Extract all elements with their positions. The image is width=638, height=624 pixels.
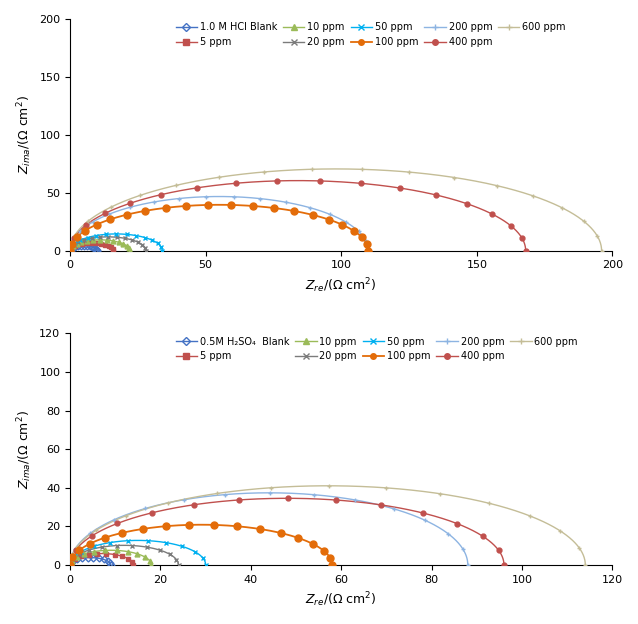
X-axis label: $Z_{re}$/($\Omega$ cm$^{2}$): $Z_{re}$/($\Omega$ cm$^{2}$): [306, 590, 377, 609]
Y-axis label: $Z_{ima}$/($\Omega$ cm$^{2}$): $Z_{ima}$/($\Omega$ cm$^{2}$): [15, 410, 34, 489]
X-axis label: $Z_{re}$/($\Omega$ cm$^2$): $Z_{re}$/($\Omega$ cm$^2$): [306, 276, 377, 295]
Legend: 1.0 M HCl Blank, 5 ppm, 10 ppm, 20 ppm, 50 ppm, 100 ppm, 200 ppm, 400 ppm, 600 p: 1.0 M HCl Blank, 5 ppm, 10 ppm, 20 ppm, …: [173, 19, 569, 50]
Legend: 0.5M H₂SO₄  Blank, 5 ppm, 10 ppm, 20 ppm, 50 ppm, 100 ppm, 200 ppm, 400 ppm, 600: 0.5M H₂SO₄ Blank, 5 ppm, 10 ppm, 20 ppm,…: [173, 334, 581, 364]
Y-axis label: $Z_{ima}$/($\Omega$ cm$^2$): $Z_{ima}$/($\Omega$ cm$^2$): [15, 95, 34, 174]
